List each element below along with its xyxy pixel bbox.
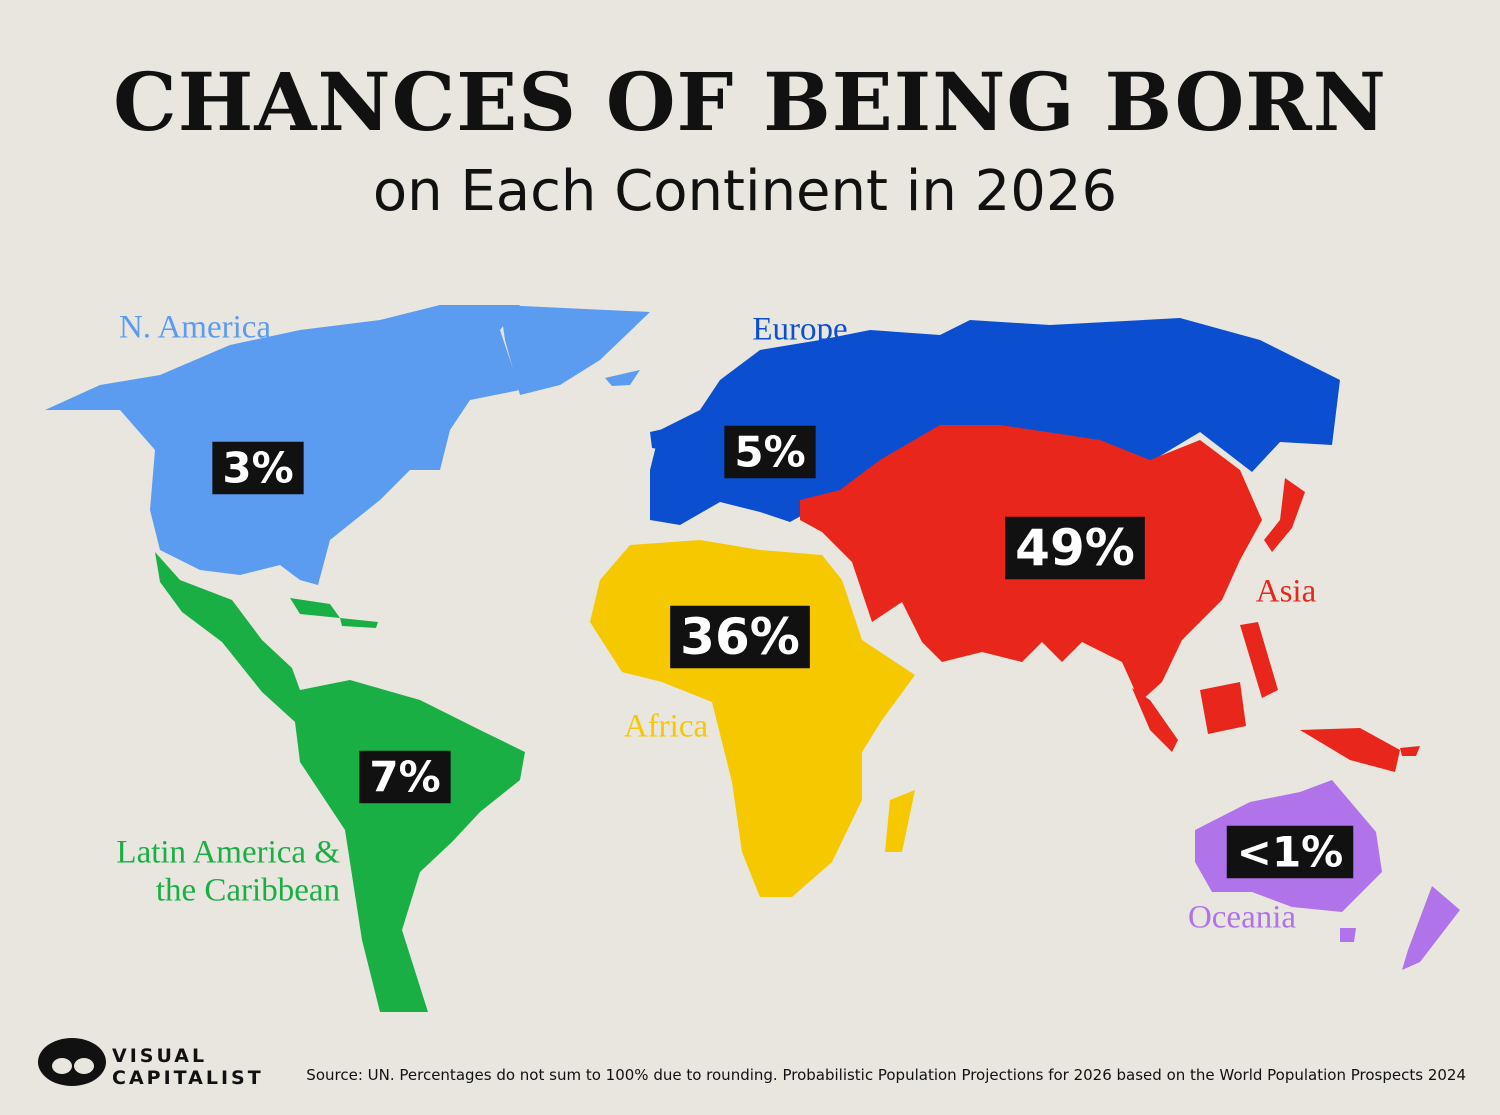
region-name: N. America	[119, 310, 271, 346]
share-label: 3%	[222, 444, 293, 493]
label-box	[359, 750, 451, 804]
region-name: Africa	[624, 709, 709, 745]
share-label: <1%	[1237, 828, 1344, 877]
logo-mark	[38, 1038, 106, 1086]
label-box	[212, 441, 304, 495]
logo-text: CAPITALIST	[112, 1067, 264, 1089]
share-label: 7%	[369, 753, 440, 802]
region-name: the Caribbean	[156, 873, 340, 909]
logo-mark	[52, 1058, 72, 1074]
region-name: Europe	[752, 312, 847, 348]
region-name: Asia	[1256, 574, 1317, 610]
label-box	[1226, 825, 1354, 879]
label-box	[1005, 516, 1145, 580]
latin-america-shape	[155, 552, 525, 1012]
share-label: 5%	[734, 428, 805, 477]
europe-shape	[650, 318, 1340, 525]
share-label: 49%	[1015, 519, 1135, 577]
source: Source: UN. Percentages do not sum to 10…	[306, 1066, 1466, 1084]
region-name: Oceania	[1188, 900, 1296, 936]
label-box	[724, 425, 816, 479]
label-box	[670, 605, 810, 669]
logo-mark	[74, 1058, 94, 1074]
share-label: 36%	[680, 608, 800, 666]
subtitle: on Each Continent in 2026	[373, 159, 1117, 224]
logo: VISUAL CAPITALIST	[38, 1038, 264, 1089]
region-name: Latin America &	[116, 835, 340, 871]
logo-text: VISUAL	[112, 1045, 207, 1067]
title: CHANCES OF BEING BORN	[113, 55, 1387, 149]
